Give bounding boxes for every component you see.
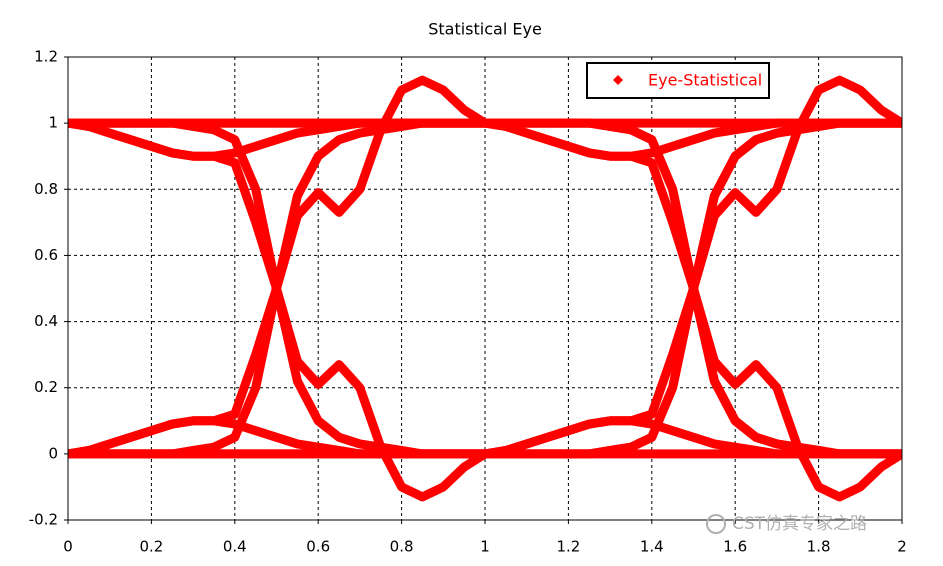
y-tick-label: 1 <box>48 114 58 132</box>
eye-trace <box>68 118 902 459</box>
x-tick-label: 1.8 <box>807 538 831 556</box>
y-tick-label: 1.2 <box>34 48 58 66</box>
x-tick-label: 0 <box>63 538 73 556</box>
legend: Eye-Statistical <box>586 62 770 99</box>
x-tick-label: 0.8 <box>390 538 414 556</box>
y-tick-label: 0 <box>48 444 58 462</box>
y-tick-label: 0.4 <box>34 312 58 330</box>
y-tick-label: 0.2 <box>34 378 58 396</box>
legend-label: Eye-Statistical <box>648 71 762 90</box>
legend-marker <box>613 75 623 85</box>
eye-trace <box>68 118 902 459</box>
x-tick-label: 0.2 <box>139 538 163 556</box>
traces <box>68 75 902 502</box>
chart-title: Statistical Eye <box>428 20 542 39</box>
y-tick-label: -0.2 <box>29 511 58 529</box>
x-tick-label: 1 <box>480 538 490 556</box>
y-tick-label: 0.8 <box>34 180 58 198</box>
watermark: CST仿真专家之路 <box>732 514 867 534</box>
x-tick-label: 2 <box>897 538 907 556</box>
x-tick-label: 0.4 <box>223 538 247 556</box>
watermark-icon <box>706 514 726 534</box>
x-tick-label: 1.4 <box>640 538 664 556</box>
x-tick-label: 1.6 <box>723 538 747 556</box>
y-tick-label: 0.6 <box>34 246 58 264</box>
x-tick-label: 0.6 <box>306 538 330 556</box>
plot-border <box>67 56 903 521</box>
x-tick-label: 1.2 <box>556 538 580 556</box>
